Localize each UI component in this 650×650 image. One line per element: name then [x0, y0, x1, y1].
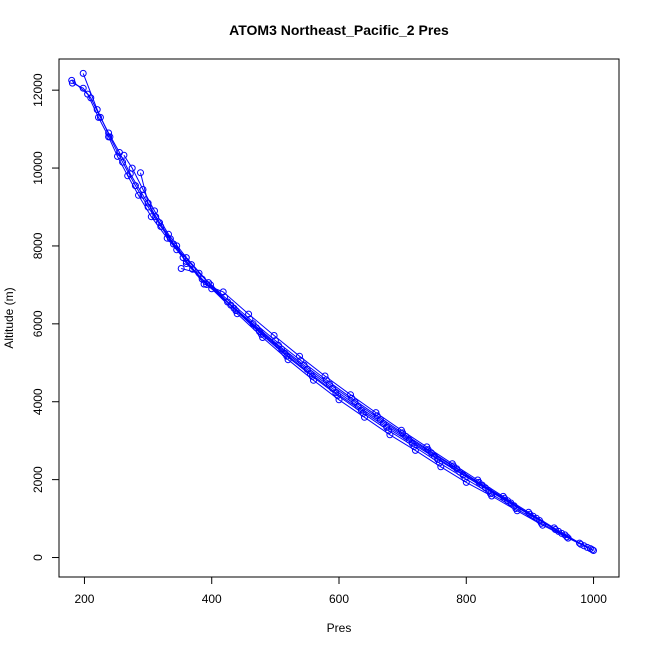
series-7 [68, 79, 583, 547]
data-point [221, 293, 228, 301]
y-axis-label: Altitude (m) [2, 287, 16, 348]
data-point [397, 426, 405, 434]
series-line [71, 80, 585, 547]
y-tick-label: 12000 [31, 73, 45, 107]
data-point [550, 524, 558, 532]
y-tick-label: 2000 [31, 466, 45, 493]
data-point [219, 288, 227, 296]
data-point [203, 281, 211, 288]
x-tick-label: 600 [329, 592, 349, 606]
data-point [372, 409, 380, 417]
y-tick-label: 10000 [31, 151, 45, 185]
data-point [245, 310, 253, 318]
data-point [126, 170, 134, 178]
x-tick-label: 1000 [580, 592, 607, 606]
x-axis: 200 400 600 800 1000 [74, 576, 607, 606]
series-line [72, 82, 580, 544]
data-point [526, 510, 534, 518]
y-tick-label: 6000 [31, 310, 45, 337]
y-tick-label: 8000 [31, 232, 45, 259]
series-line [82, 73, 594, 551]
data-point [152, 213, 160, 221]
data-point [68, 76, 76, 84]
data-point [271, 337, 279, 345]
data-point [135, 191, 142, 199]
series-5 [68, 76, 588, 550]
data-point [561, 531, 569, 539]
data-point [96, 113, 104, 121]
data-point [525, 508, 533, 516]
data-point [499, 492, 507, 500]
y-tick-label: 4000 [31, 388, 45, 415]
data-point [501, 494, 508, 502]
data-point [93, 106, 101, 114]
y-tick-label: 0 [31, 554, 45, 561]
chart-title: ATOM3 Northeast_Pacific_2 Pres [229, 22, 449, 38]
data-point [79, 84, 87, 92]
data-point [114, 152, 121, 160]
data-point [246, 315, 254, 323]
data-point [79, 69, 87, 77]
data-point [551, 526, 559, 533]
data-point [166, 235, 174, 243]
y-axis: 0 2000 4000 6000 8000 10000 12000 [31, 73, 60, 561]
x-tick-label: 800 [456, 592, 476, 606]
data-point [296, 352, 303, 360]
data-point [147, 213, 155, 221]
data-point [448, 460, 456, 468]
x-tick-label: 400 [202, 592, 222, 606]
data-point [586, 545, 594, 553]
data-point [144, 199, 152, 207]
x-tick-label: 200 [74, 592, 94, 606]
data-point [200, 280, 208, 288]
data-point [177, 265, 185, 272]
data-point [137, 169, 144, 177]
data-point [347, 391, 354, 399]
x-axis-label: Pres [327, 621, 352, 635]
data-point [165, 230, 172, 238]
data-point [321, 372, 329, 380]
data-point [182, 258, 190, 265]
data-point [474, 476, 482, 484]
data-point [577, 540, 585, 548]
data-point [116, 149, 123, 156]
data-point [270, 332, 278, 339]
data-point [87, 94, 95, 102]
data-point [576, 539, 583, 547]
data-point [105, 129, 113, 137]
series-group [68, 69, 597, 554]
data-point [423, 443, 431, 451]
data-point [68, 79, 76, 87]
data-point [139, 191, 147, 199]
